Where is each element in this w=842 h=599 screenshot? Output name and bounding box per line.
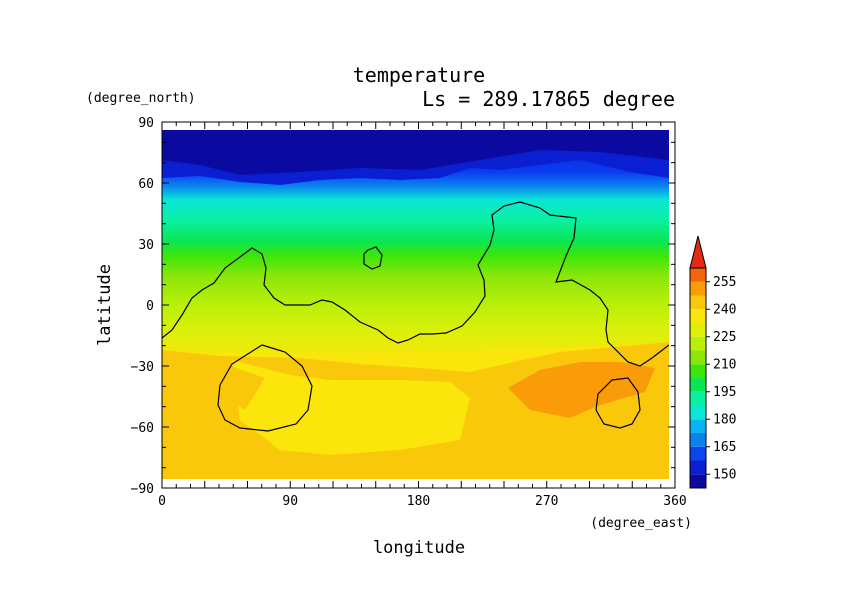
- colorbar: [689, 235, 710, 489]
- x-axis-label: longitude: [373, 538, 465, 558]
- colorbar-frame: [689, 267, 707, 489]
- colorbar-tick-label: 240: [713, 302, 736, 317]
- colorbar-extend-triangle: [689, 235, 707, 269]
- y-axis-label: latitude: [95, 264, 115, 346]
- y-units: (degree_north): [86, 91, 196, 106]
- topography-contours: [162, 201, 669, 432]
- y-tick-label: 0: [146, 299, 154, 314]
- colorbar-band: [690, 295, 706, 310]
- colorbar-band: [690, 323, 706, 337]
- y-tick-label: 30: [138, 238, 154, 253]
- y-tick-label: 60: [138, 177, 154, 192]
- colorbar-band: [690, 433, 706, 447]
- colorbar-band: [690, 405, 706, 420]
- colorbar-band: [690, 474, 706, 488]
- contour-line: [162, 201, 669, 367]
- field-band-142: [162, 130, 669, 175]
- x-tick-label: 90: [282, 494, 298, 509]
- y-tick-label: −30: [131, 360, 154, 375]
- colorbar-band: [690, 309, 706, 323]
- field-band-232b: [220, 362, 265, 410]
- x-tick-label: 180: [407, 494, 430, 509]
- colorbar-tick-label: 225: [713, 330, 736, 345]
- field-band-240: [508, 362, 655, 418]
- colorbar-tick-label: 195: [713, 385, 736, 400]
- field-band-225b: [232, 360, 470, 455]
- colorbar-band: [690, 460, 706, 475]
- axis-ticks: [161, 121, 676, 489]
- colorbar-band: [690, 350, 706, 365]
- colorbar-tick-label: 210: [713, 357, 736, 372]
- chart-title: temperature: [353, 63, 485, 87]
- colorbar-tick-label: 180: [713, 412, 736, 427]
- colorbar-tick-label: 255: [713, 275, 736, 290]
- x-tick-labels: 0 90 180 270 360: [158, 494, 687, 509]
- colorbar-band: [690, 419, 706, 433]
- contour-loop: [595, 377, 641, 429]
- colorbar-band: [690, 281, 706, 296]
- colorbar-band: [690, 364, 706, 378]
- colorbar-labels: 150 165 180 195 210 225 240 255: [713, 275, 736, 483]
- chart-subtitle: Ls = 289.17865 degree: [422, 87, 675, 111]
- colorbar-band: [690, 391, 706, 406]
- y-tick-label: −60: [131, 421, 154, 436]
- y-tick-label: −90: [131, 482, 154, 497]
- x-tick-label: 270: [535, 494, 558, 509]
- colorbar-tick-label: 150: [713, 467, 736, 482]
- temperature-field: [162, 130, 669, 479]
- colorbar-tick-label: 165: [713, 440, 736, 455]
- colorbar-band: [690, 268, 706, 282]
- y-tick-label: 90: [138, 116, 154, 131]
- x-tick-label: 0: [158, 494, 166, 509]
- x-units: (degree_east): [590, 516, 692, 531]
- colorbar-band: [690, 446, 706, 461]
- colorbar-band: [690, 336, 706, 351]
- contour-loop: [217, 344, 313, 432]
- colorbar-band: [690, 378, 706, 392]
- y-tick-labels: 90 60 30 0 −30 −60 −90: [131, 116, 154, 497]
- contour-loop: [363, 246, 383, 270]
- x-tick-label: 360: [663, 494, 686, 509]
